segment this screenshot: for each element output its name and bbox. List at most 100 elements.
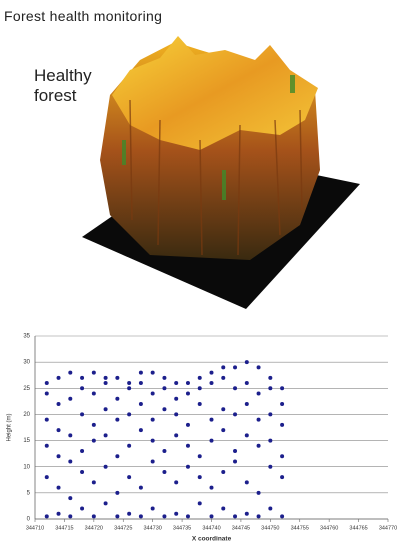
- point: [162, 514, 167, 519]
- point: [174, 433, 179, 438]
- point: [80, 449, 85, 454]
- point: [80, 469, 85, 474]
- point: [68, 496, 73, 501]
- x-tick-label: 344740: [202, 525, 220, 531]
- point: [115, 396, 120, 401]
- point: [127, 381, 132, 386]
- point: [256, 443, 261, 448]
- point: [185, 391, 190, 396]
- point: [185, 443, 190, 448]
- y-tick-label: 5: [27, 490, 31, 496]
- x-tick-label: 344760: [320, 525, 338, 531]
- point: [80, 412, 85, 417]
- point: [127, 475, 132, 480]
- point: [103, 381, 108, 386]
- image-label: Healthy forest: [34, 66, 92, 105]
- point: [44, 417, 49, 422]
- point: [138, 485, 143, 490]
- point: [115, 514, 120, 519]
- point: [44, 391, 49, 396]
- point: [80, 375, 85, 380]
- point: [44, 443, 49, 448]
- y-tick-label: 0: [27, 517, 31, 523]
- point: [44, 514, 49, 519]
- point: [233, 412, 238, 417]
- point: [221, 365, 226, 370]
- point: [280, 386, 285, 391]
- point: [185, 422, 190, 427]
- y-axis-label: Height (m): [7, 413, 13, 441]
- point: [103, 375, 108, 380]
- point: [44, 475, 49, 480]
- point: [115, 375, 120, 380]
- point: [138, 514, 143, 519]
- point: [162, 375, 167, 380]
- point: [209, 370, 214, 375]
- point: [209, 485, 214, 490]
- point: [91, 514, 96, 519]
- y-tick-label: 20: [23, 412, 30, 418]
- x-tick-label: 344735: [173, 525, 191, 531]
- point: [244, 401, 249, 406]
- x-tick-label: 344710: [26, 525, 44, 531]
- y-tick-label: 30: [23, 360, 30, 366]
- x-tick-label: 344755: [291, 525, 309, 531]
- point: [68, 514, 73, 519]
- point: [127, 443, 132, 448]
- point: [233, 386, 238, 391]
- canopy-texture: [129, 99, 303, 256]
- point: [280, 475, 285, 480]
- slide-title: Forest health monitoring: [4, 8, 163, 24]
- point: [233, 449, 238, 454]
- canopy: [112, 36, 318, 150]
- point: [174, 396, 179, 401]
- point: [174, 511, 179, 516]
- point: [150, 391, 155, 396]
- point: [268, 375, 273, 380]
- point: [197, 475, 202, 480]
- point: [115, 490, 120, 495]
- point: [91, 422, 96, 427]
- point: [162, 449, 167, 454]
- y-tick-label: 15: [23, 438, 30, 444]
- point: [244, 381, 249, 386]
- point: [80, 386, 85, 391]
- point: [91, 370, 96, 375]
- point: [138, 428, 143, 433]
- point: [162, 386, 167, 391]
- point: [56, 428, 61, 433]
- forest-render: [82, 36, 360, 309]
- point: [244, 480, 249, 485]
- point: [280, 422, 285, 427]
- point: [162, 407, 167, 412]
- y-tick-label: 35: [23, 334, 30, 340]
- point: [256, 365, 261, 370]
- point: [127, 511, 132, 516]
- point: [244, 433, 249, 438]
- point: [138, 401, 143, 406]
- x-tick-label: 344750: [261, 525, 279, 531]
- point: [209, 381, 214, 386]
- point: [56, 375, 61, 380]
- point: [56, 454, 61, 459]
- point: [56, 485, 61, 490]
- point: [174, 381, 179, 386]
- x-tick-label: 344725: [114, 525, 132, 531]
- point: [256, 490, 261, 495]
- point: [197, 386, 202, 391]
- point: [127, 386, 132, 391]
- point: [280, 454, 285, 459]
- point: [233, 459, 238, 464]
- point: [268, 506, 273, 511]
- point: [150, 506, 155, 511]
- point: [221, 375, 226, 380]
- x-tick-label: 344720: [85, 525, 103, 531]
- point: [68, 459, 73, 464]
- x-tick-label: 344765: [349, 525, 367, 531]
- x-axis-label: X coordinate: [192, 536, 232, 543]
- point: [68, 396, 73, 401]
- point: [209, 438, 214, 443]
- point: [221, 407, 226, 412]
- point: [115, 417, 120, 422]
